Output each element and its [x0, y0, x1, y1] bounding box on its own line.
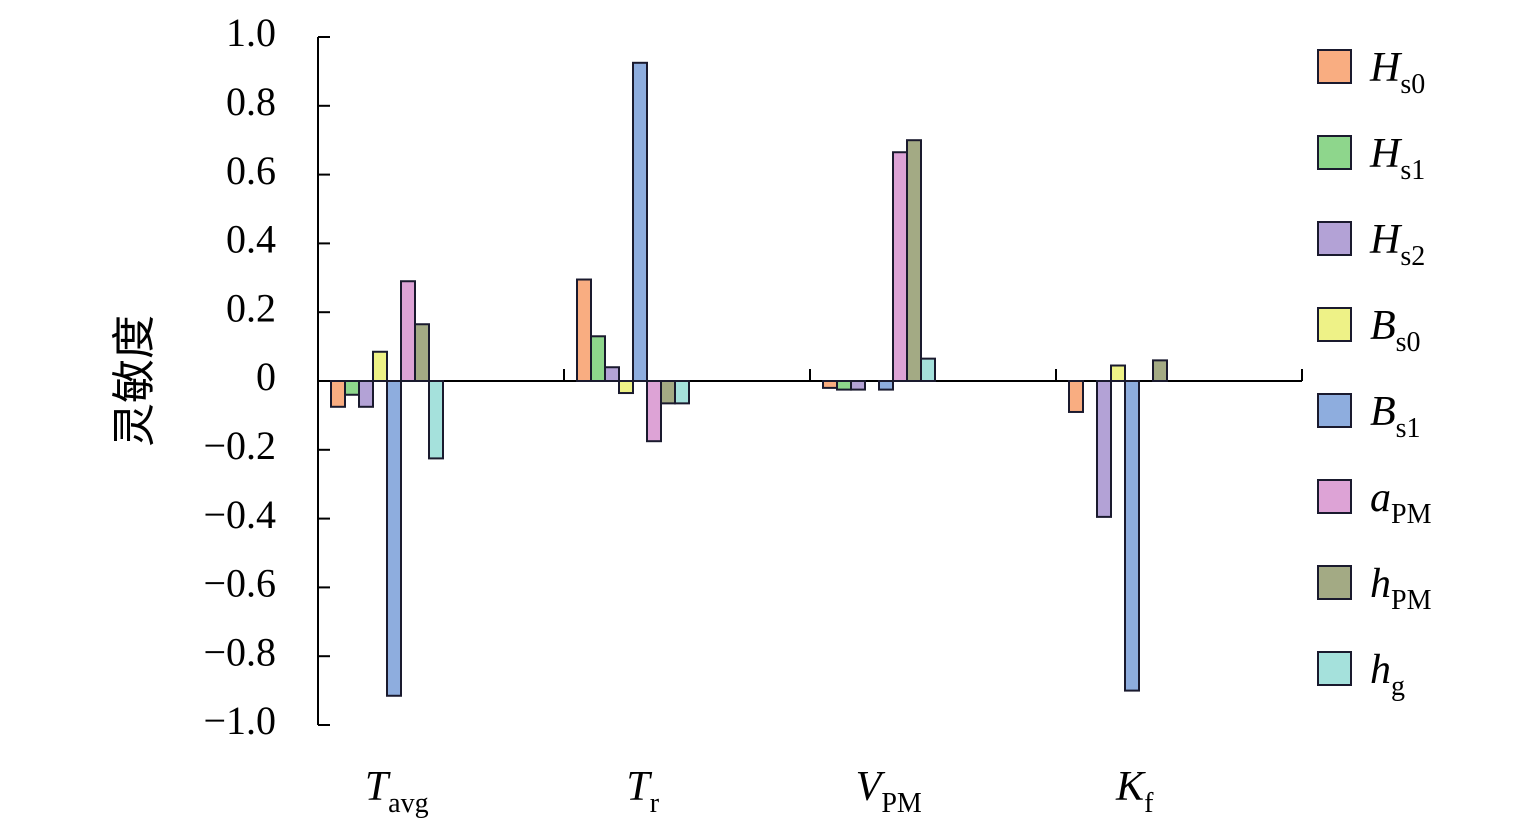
- y-tick-label: 1.0: [226, 10, 276, 55]
- category-label: Tr: [626, 764, 659, 819]
- legend-label: Bs0: [1370, 303, 1421, 358]
- bar-h-g: [920, 357, 936, 383]
- category-label: Kf: [1115, 764, 1154, 819]
- category-label: VPM: [856, 764, 922, 819]
- y-axis-label: 灵敏度: [109, 315, 160, 447]
- bar-h-g: [428, 380, 444, 460]
- bar-a-pm: [646, 380, 662, 443]
- legend-label: hPM: [1370, 561, 1432, 616]
- bar-b-s1: [878, 380, 894, 391]
- bar-h-pm: [1152, 359, 1168, 382]
- y-tick-label: −0.6: [203, 561, 276, 606]
- legend-swatch: [1317, 307, 1352, 342]
- bar-h-s2: [604, 366, 620, 382]
- y-tick-label: 0.2: [226, 285, 276, 330]
- legend: Hs0 Hs1 Hs2 Bs0 Bs1 aPM hPM hg: [1317, 45, 1432, 702]
- y-tick-label: 0: [256, 354, 276, 399]
- legend-swatch: [1317, 135, 1352, 170]
- bar-a-pm: [400, 280, 416, 382]
- bar-h-s0: [822, 380, 838, 389]
- bars: [330, 61, 1168, 697]
- y-tick-label: −0.8: [203, 629, 276, 674]
- axes: −1.0 −0.8 −0.6 −0.4 −0.2 0 0.2 0.4 0.6 0.8 1.0 Tavg…: [203, 10, 1303, 819]
- bar-h-s0: [1068, 380, 1084, 413]
- y-tick-label: 0.6: [226, 148, 276, 193]
- legend-label: Hs0: [1369, 45, 1425, 100]
- bar-b-s1: [1124, 380, 1140, 692]
- bar-a-pm: [892, 151, 908, 382]
- y-tick-label: −0.4: [203, 492, 276, 537]
- bar-h-s0: [576, 278, 592, 382]
- bar-h-s1: [836, 380, 852, 391]
- bar-h-pm: [660, 380, 676, 405]
- bar-h-s0: [330, 380, 346, 408]
- bar-h-s2: [358, 380, 374, 408]
- bar-b-s0: [1110, 364, 1126, 382]
- legend-label: Bs1: [1370, 389, 1421, 444]
- y-tick-label: −1.0: [203, 698, 276, 743]
- category-label: Tavg: [365, 764, 429, 819]
- legend-swatch: [1317, 651, 1352, 686]
- y-tick-label: 0.8: [226, 79, 276, 124]
- bar-h-s1: [590, 335, 606, 382]
- legend-label: Hs1: [1369, 131, 1425, 186]
- bar-h-s2: [1096, 380, 1112, 518]
- legend-swatch: [1317, 565, 1352, 600]
- legend-swatch: [1317, 479, 1352, 514]
- legend-label: aPM: [1370, 475, 1432, 530]
- bar-b-s1: [632, 61, 648, 383]
- legend-swatch: [1317, 393, 1352, 428]
- bar-h-s1: [344, 380, 360, 396]
- legend-label: hg: [1370, 647, 1405, 702]
- bar-h-g: [674, 380, 690, 405]
- bar-b-s0: [618, 380, 634, 395]
- bar-h-pm: [414, 323, 430, 382]
- bar-b-s0: [372, 350, 388, 383]
- bar-h-pm: [906, 139, 922, 382]
- legend-swatch: [1317, 49, 1352, 84]
- y-tick-label: 0.4: [226, 217, 276, 262]
- bar-b-s1: [386, 380, 402, 697]
- bar-h-s2: [850, 380, 866, 391]
- legend-label: Hs2: [1369, 217, 1425, 272]
- y-tick-label: −0.2: [203, 423, 276, 468]
- legend-swatch: [1317, 221, 1352, 256]
